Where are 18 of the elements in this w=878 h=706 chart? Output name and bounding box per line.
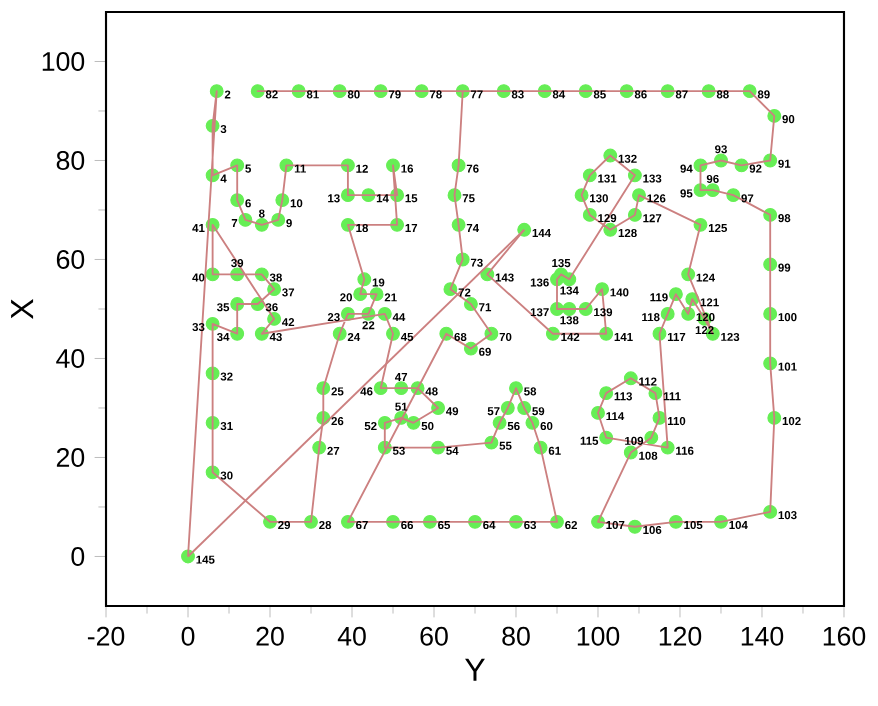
x-tick-label: 80 xyxy=(502,626,530,646)
y-tick-label: 20 xyxy=(56,448,85,467)
x-tick-label: -20 xyxy=(87,626,125,646)
x-tick-label: 60 xyxy=(420,626,448,646)
x-axis-title: Y xyxy=(465,658,485,681)
x-tick-label: 100 xyxy=(577,626,620,646)
y-tick-label: 80 xyxy=(56,151,85,170)
x-tick-label: 120 xyxy=(659,626,702,646)
x-tick-label: 140 xyxy=(741,626,784,646)
x-tick-label: 0 xyxy=(181,626,195,646)
y-tick-label: 100 xyxy=(42,52,85,71)
x-tick-label: 160 xyxy=(823,626,866,646)
x-tick-label: 20 xyxy=(256,626,284,646)
y-tick-label: 0 xyxy=(71,547,85,566)
y-tick-label: 60 xyxy=(56,250,85,269)
y-axis-title: X xyxy=(11,298,34,319)
y-tick-label: 40 xyxy=(56,349,85,368)
x-tick-label: 40 xyxy=(337,626,366,646)
